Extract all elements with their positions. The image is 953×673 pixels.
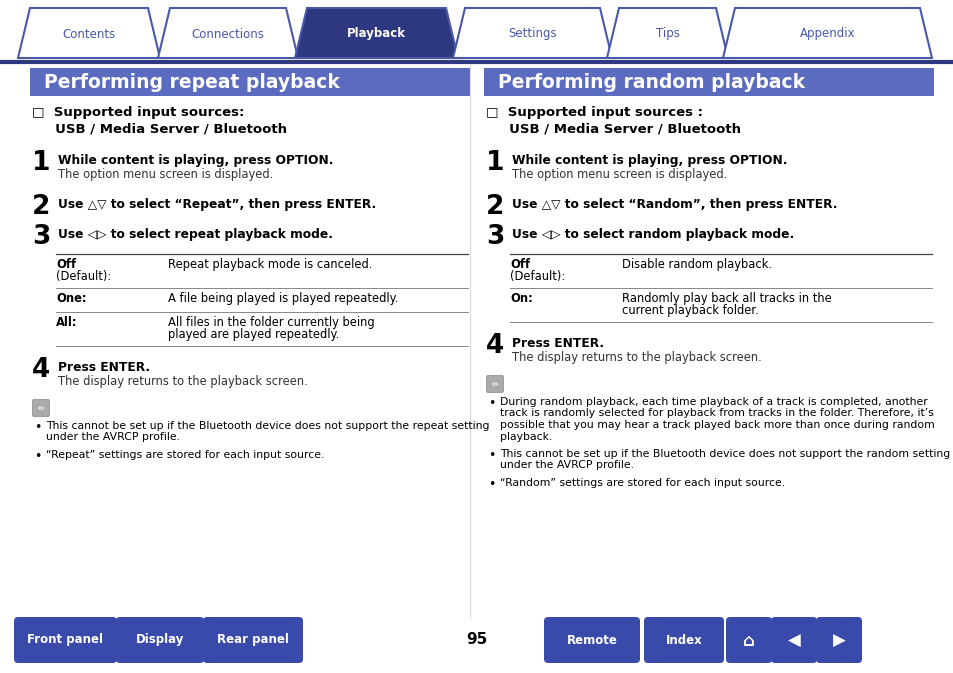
Text: A file being played is played repeatedly.: A file being played is played repeatedly… xyxy=(168,292,398,305)
Text: playback.: playback. xyxy=(499,431,552,441)
Text: 4: 4 xyxy=(32,357,51,383)
FancyBboxPatch shape xyxy=(203,617,303,663)
Text: Contents: Contents xyxy=(62,28,115,40)
Text: Randomly play back all tracks in the: Randomly play back all tracks in the xyxy=(621,292,831,305)
Text: ✏: ✏ xyxy=(37,404,45,413)
Text: Display: Display xyxy=(135,633,184,647)
Text: under the AVRCP profile.: under the AVRCP profile. xyxy=(499,460,634,470)
Text: Tips: Tips xyxy=(655,28,679,40)
Text: track is randomly selected for playback from tracks in the folder. Therefore, it: track is randomly selected for playback … xyxy=(499,409,933,419)
Polygon shape xyxy=(453,8,612,58)
Text: 3: 3 xyxy=(32,224,51,250)
Text: This cannot be set up if the Bluetooth device does not support the random settin: This cannot be set up if the Bluetooth d… xyxy=(499,449,949,459)
Text: •: • xyxy=(488,397,495,410)
Text: □  Supported input sources:: □ Supported input sources: xyxy=(32,106,244,119)
Text: Press ENTER.: Press ENTER. xyxy=(512,337,603,350)
FancyBboxPatch shape xyxy=(14,617,117,663)
Text: USB / Media Server / Bluetooth: USB / Media Server / Bluetooth xyxy=(485,122,740,135)
Text: USB / Media Server / Bluetooth: USB / Media Server / Bluetooth xyxy=(32,122,287,135)
FancyBboxPatch shape xyxy=(30,68,470,96)
Text: □  Supported input sources :: □ Supported input sources : xyxy=(485,106,702,119)
Text: Rear panel: Rear panel xyxy=(217,633,289,647)
Text: 1: 1 xyxy=(32,150,51,176)
FancyBboxPatch shape xyxy=(32,400,50,417)
Text: The display returns to the playback screen.: The display returns to the playback scre… xyxy=(512,351,760,364)
FancyBboxPatch shape xyxy=(543,617,639,663)
Text: The option menu screen is displayed.: The option menu screen is displayed. xyxy=(58,168,273,181)
FancyBboxPatch shape xyxy=(770,617,816,663)
Text: •: • xyxy=(488,478,495,491)
Text: One:: One: xyxy=(56,292,87,305)
Text: During random playback, each time playback of a track is completed, another: During random playback, each time playba… xyxy=(499,397,926,407)
Text: Use △▽ to select “Repeat”, then press ENTER.: Use △▽ to select “Repeat”, then press EN… xyxy=(58,198,375,211)
Text: Front panel: Front panel xyxy=(28,633,103,647)
Text: Off: Off xyxy=(56,258,76,271)
Text: 1: 1 xyxy=(485,150,504,176)
Polygon shape xyxy=(722,8,931,58)
Text: Use ◁▷ to select random playback mode.: Use ◁▷ to select random playback mode. xyxy=(512,228,794,241)
Text: 4: 4 xyxy=(485,333,504,359)
Text: 3: 3 xyxy=(485,224,504,250)
Polygon shape xyxy=(158,8,297,58)
Text: This cannot be set up if the Bluetooth device does not support the repeat settin: This cannot be set up if the Bluetooth d… xyxy=(46,421,489,431)
FancyBboxPatch shape xyxy=(486,376,503,392)
FancyBboxPatch shape xyxy=(116,617,204,663)
Text: Settings: Settings xyxy=(508,28,557,40)
Text: played are played repeatedly.: played are played repeatedly. xyxy=(168,328,339,341)
Polygon shape xyxy=(18,8,160,58)
Text: current playback folder.: current playback folder. xyxy=(621,304,758,317)
Text: 95: 95 xyxy=(466,633,487,647)
Text: “Random” settings are stored for each input source.: “Random” settings are stored for each in… xyxy=(499,478,784,488)
Text: Connections: Connections xyxy=(192,28,264,40)
Text: 2: 2 xyxy=(32,194,51,220)
Text: under the AVRCP profile.: under the AVRCP profile. xyxy=(46,433,180,443)
Text: Use ◁▷ to select repeat playback mode.: Use ◁▷ to select repeat playback mode. xyxy=(58,228,333,241)
Text: •: • xyxy=(34,450,41,463)
Text: 2: 2 xyxy=(485,194,504,220)
Text: Playback: Playback xyxy=(347,28,406,40)
Text: While content is playing, press OPTION.: While content is playing, press OPTION. xyxy=(512,154,786,167)
Text: All files in the folder currently being: All files in the folder currently being xyxy=(168,316,375,329)
Text: •: • xyxy=(488,449,495,462)
Text: Disable random playback.: Disable random playback. xyxy=(621,258,771,271)
Text: ◀: ◀ xyxy=(787,632,800,650)
Text: The option menu screen is displayed.: The option menu screen is displayed. xyxy=(512,168,726,181)
Text: Performing repeat playback: Performing repeat playback xyxy=(44,73,339,92)
Text: (Default):: (Default): xyxy=(510,270,565,283)
Text: Appendix: Appendix xyxy=(799,28,855,40)
Polygon shape xyxy=(606,8,727,58)
Text: Press ENTER.: Press ENTER. xyxy=(58,361,150,374)
Text: On:: On: xyxy=(510,292,532,305)
Text: “Repeat” settings are stored for each input source.: “Repeat” settings are stored for each in… xyxy=(46,450,324,460)
Text: Performing random playback: Performing random playback xyxy=(497,73,804,92)
Text: All:: All: xyxy=(56,316,77,329)
Polygon shape xyxy=(294,8,457,58)
Text: Index: Index xyxy=(665,633,701,647)
Text: Use △▽ to select “Random”, then press ENTER.: Use △▽ to select “Random”, then press EN… xyxy=(512,198,837,211)
Text: ⌂: ⌂ xyxy=(742,632,754,650)
FancyBboxPatch shape xyxy=(483,68,933,96)
Text: ▶: ▶ xyxy=(832,632,844,650)
Text: Repeat playback mode is canceled.: Repeat playback mode is canceled. xyxy=(168,258,372,271)
Text: While content is playing, press OPTION.: While content is playing, press OPTION. xyxy=(58,154,334,167)
Text: •: • xyxy=(34,421,41,434)
Text: (Default):: (Default): xyxy=(56,270,112,283)
FancyBboxPatch shape xyxy=(643,617,723,663)
FancyBboxPatch shape xyxy=(725,617,771,663)
FancyBboxPatch shape xyxy=(815,617,862,663)
Text: The display returns to the playback screen.: The display returns to the playback scre… xyxy=(58,375,308,388)
Text: ✏: ✏ xyxy=(491,380,498,388)
Text: Off: Off xyxy=(510,258,530,271)
Text: possible that you may hear a track played back more than once during random: possible that you may hear a track playe… xyxy=(499,420,934,430)
Text: Remote: Remote xyxy=(566,633,617,647)
